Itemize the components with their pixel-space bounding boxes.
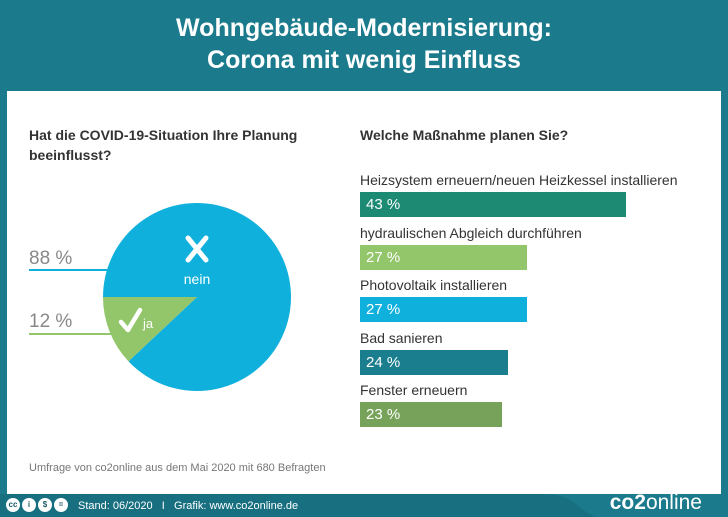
page-title: Wohngebäude-Modernisierung: Corona mit w… [0,12,728,76]
pie-question: Hat die COVID-19-Situation Ihre Planung … [29,127,298,163]
leader-line-nein [29,269,109,271]
bar-category-label: Photovoltaik installieren [360,277,508,293]
bar-value-label: 24 % [366,353,401,371]
title-line-2: Corona mit wenig Einfluss [207,46,521,74]
by-icon: i [22,498,36,512]
bar-value-label: 43 % [366,196,401,213]
footer-band [0,494,728,517]
footer-text: Stand: 06/2020 I Grafik: www.co2online.d… [78,500,299,512]
bar-category-label: hydraulischen Abgleich durchführen [360,224,582,241]
leader-line-ja [29,333,111,335]
bar: 27 % [360,297,528,322]
bar-category-label: Fenster erneuern [360,382,468,398]
pct-label-ja: 12 % [29,311,73,332]
slice-label-ja: ja [142,316,154,331]
nc-icon: $ [38,498,52,512]
source-note: Umfrage von co2online aus dem Mai 2020 m… [29,462,326,474]
bar: 24 % [360,349,509,375]
pct-label-nein: 88 % [29,248,73,269]
title-line-1: Wohngebäude-Modernisierung: [176,14,552,42]
slice-label-nein: nein [184,271,210,287]
bar: 23 % [360,402,503,427]
bar: 43 % [360,192,626,217]
co2online-logo: co2online [609,491,702,514]
bar-category-label: Bad sanieren [360,329,443,346]
bar-question: Welche Maßnahme planen Sie? [360,127,569,143]
check-icon [118,307,143,333]
bar-value-label: 27 % [366,301,401,318]
bar: 27 % [360,244,528,270]
pie-slice-ja [103,297,197,362]
bar-category-label: Heizsystem erneuern/neuen Heizkessel ins… [360,172,678,188]
x-icon [185,235,209,263]
bar-value-label: 23 % [366,406,401,423]
bar-value-label: 27 % [366,248,401,266]
cc-icon: cc [6,498,20,512]
nd-icon: = [54,498,68,512]
